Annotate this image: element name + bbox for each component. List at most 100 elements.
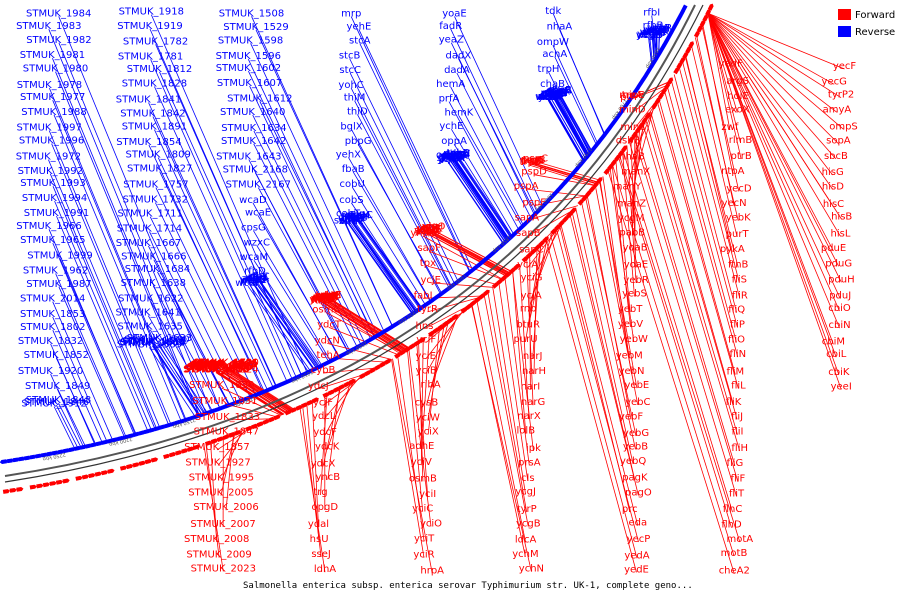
forward-gene-label[interactable]: sapC <box>519 244 544 255</box>
forward-gene-label[interactable]: narG <box>521 397 545 408</box>
reverse-gene-label[interactable]: cutC <box>540 90 563 101</box>
forward-gene-label[interactable]: yciC <box>412 504 433 515</box>
forward-gene-label[interactable]: yebF <box>619 411 643 422</box>
forward-gene-label[interactable]: fliP <box>730 319 745 330</box>
forward-gene-label[interactable]: ipk <box>526 443 541 454</box>
reverse-gene-label[interactable]: otsB <box>341 214 363 225</box>
reverse-gene-label[interactable]: topA <box>443 150 466 161</box>
forward-gene-label[interactable]: rnb <box>520 304 537 315</box>
reverse-gene-label[interactable]: ompW <box>537 37 569 48</box>
reverse-gene-label[interactable]: STMUK_1827 <box>127 164 192 175</box>
reverse-gene-label[interactable]: ydbH <box>444 149 470 160</box>
reverse-gene-label[interactable]: STMUK_1640 <box>220 107 285 118</box>
forward-gene-label[interactable]: fliR <box>732 290 748 301</box>
forward-gene-label[interactable]: STMUK_1833 <box>195 412 260 423</box>
reverse-gene-label[interactable]: rfbG <box>244 274 266 285</box>
forward-gene-label[interactable]: trg <box>313 487 327 498</box>
forward-gene-label[interactable]: ychN <box>519 564 544 575</box>
forward-gene-label[interactable]: cls <box>521 473 535 484</box>
forward-gene-label[interactable]: rlmB <box>729 135 753 146</box>
reverse-gene-label[interactable]: acnA <box>542 49 567 60</box>
reverse-gene-label[interactable]: rfbD <box>244 266 266 277</box>
forward-gene-label[interactable]: STMUK_1705 <box>190 360 255 371</box>
forward-gene-label[interactable]: yecF <box>833 61 857 72</box>
forward-gene-label[interactable]: yebN <box>619 366 645 377</box>
reverse-gene-label[interactable]: STMUK_1607 <box>217 78 282 89</box>
reverse-gene-label[interactable]: yoaE <box>442 8 466 19</box>
reverse-gene-label[interactable]: STMUK_1643 <box>216 152 281 163</box>
reverse-gene-label[interactable]: ruvC <box>548 85 571 96</box>
reverse-gene-label[interactable]: STMUK_1635 <box>117 322 182 333</box>
forward-gene-label[interactable]: sapD <box>416 227 442 238</box>
reverse-gene-label[interactable]: ydcY <box>441 151 466 162</box>
reverse-gene-label[interactable]: STMUK_1641 <box>115 308 180 319</box>
forward-gene-label[interactable]: STMUK_1764 <box>192 359 257 370</box>
reverse-gene-label[interactable]: ruvB <box>544 88 567 99</box>
reverse-gene-label[interactable]: STMUK_1642 <box>221 136 286 147</box>
reverse-gene-label[interactable]: hemA <box>436 79 465 90</box>
forward-gene-label[interactable]: ribA <box>421 379 441 390</box>
forward-gene-label[interactable]: purU <box>513 334 537 345</box>
reverse-gene-label[interactable]: yohC <box>338 80 363 91</box>
forward-gene-label[interactable]: ptrB <box>730 151 751 162</box>
reverse-gene-label[interactable]: ycjG <box>437 154 459 165</box>
forward-gene-label[interactable]: STMUK_2007 <box>190 519 255 530</box>
reverse-gene-label[interactable]: smvA <box>437 153 465 164</box>
forward-gene-label[interactable]: fliJ <box>731 411 743 422</box>
reverse-gene-label[interactable]: STMUK_1618 <box>120 337 185 348</box>
reverse-gene-label[interactable]: STMUK_1920 <box>18 366 83 377</box>
forward-gene-label[interactable]: flhC <box>723 504 743 515</box>
forward-gene-label[interactable]: STMUK_1767 <box>190 360 255 371</box>
reverse-gene-label[interactable]: yciL <box>440 153 460 164</box>
reverse-gene-label[interactable]: oppC <box>444 149 470 160</box>
forward-gene-label[interactable]: narZ <box>315 291 339 302</box>
forward-gene-label[interactable]: STMUK_2008 <box>184 534 249 545</box>
forward-gene-label[interactable]: ogt <box>423 223 439 234</box>
forward-gene-label[interactable]: STMUK_1763 <box>191 359 256 370</box>
reverse-gene-label[interactable]: wcaL <box>636 30 662 41</box>
reverse-gene-label[interactable]: STMUK_1912 <box>21 399 86 410</box>
forward-gene-label[interactable]: STMUK_1758 <box>184 364 249 375</box>
reverse-gene-label[interactable]: STMUK_1978 <box>17 80 82 91</box>
forward-gene-label[interactable]: yncB <box>315 472 340 483</box>
reverse-gene-label[interactable]: STMUK_1828 <box>122 79 187 90</box>
reverse-gene-label[interactable]: wcaF <box>235 278 261 289</box>
reverse-gene-label[interactable]: STMUK_1601 <box>119 338 184 349</box>
forward-gene-label[interactable]: yecP <box>627 534 651 545</box>
reverse-gene-label[interactable]: yeaZ <box>439 35 464 46</box>
forward-gene-label[interactable]: STMUK_2006 <box>193 502 258 513</box>
forward-gene-label[interactable]: ompS <box>829 121 858 132</box>
reverse-gene-label[interactable]: araH <box>346 210 370 221</box>
reverse-gene-label[interactable]: STMUK_1711 <box>117 209 182 220</box>
forward-gene-label[interactable]: adhE <box>409 441 434 452</box>
forward-gene-label[interactable]: motB <box>721 548 748 559</box>
forward-gene-label[interactable]: yedA <box>624 550 649 561</box>
forward-gene-label[interactable]: fliH <box>731 443 748 454</box>
reverse-gene-label[interactable]: STMUK_1966 <box>16 221 81 232</box>
reverse-gene-label[interactable]: zntB <box>443 151 466 162</box>
forward-gene-label[interactable]: pduE <box>821 243 846 254</box>
forward-gene-label[interactable]: trpD <box>521 156 543 167</box>
forward-gene-label[interactable]: yebB <box>623 441 648 452</box>
reverse-gene-label[interactable]: rfbK <box>543 89 564 100</box>
forward-gene-label[interactable]: yecN <box>722 198 747 209</box>
reverse-gene-label[interactable]: asmA <box>241 274 269 285</box>
forward-gene-label[interactable]: fliS <box>732 275 747 286</box>
forward-gene-label[interactable]: cbiN <box>829 320 851 331</box>
forward-gene-label[interactable]: STMUK_2009 <box>186 550 251 561</box>
reverse-gene-label[interactable]: wcaJ <box>643 26 666 37</box>
reverse-gene-label[interactable]: STMUK_1781 <box>118 51 183 62</box>
reverse-gene-label[interactable]: fliA <box>344 214 360 225</box>
forward-gene-label[interactable]: narW <box>313 292 340 303</box>
reverse-gene-label[interactable]: mrp <box>341 9 361 20</box>
reverse-gene-label[interactable]: STMUK_1667 <box>116 238 181 249</box>
forward-gene-label[interactable]: argS <box>726 76 749 87</box>
forward-gene-label[interactable]: minE <box>619 90 644 101</box>
forward-gene-label[interactable]: yebC <box>625 397 650 408</box>
forward-gene-label[interactable]: manY <box>613 181 642 192</box>
forward-gene-label[interactable]: STMUK_1831 <box>192 396 257 407</box>
forward-gene-label[interactable]: yciF <box>416 334 436 345</box>
forward-gene-label[interactable]: yeeI <box>831 381 852 392</box>
reverse-gene-label[interactable]: dadX <box>446 50 472 61</box>
forward-gene-label[interactable]: pduJ <box>829 291 851 302</box>
